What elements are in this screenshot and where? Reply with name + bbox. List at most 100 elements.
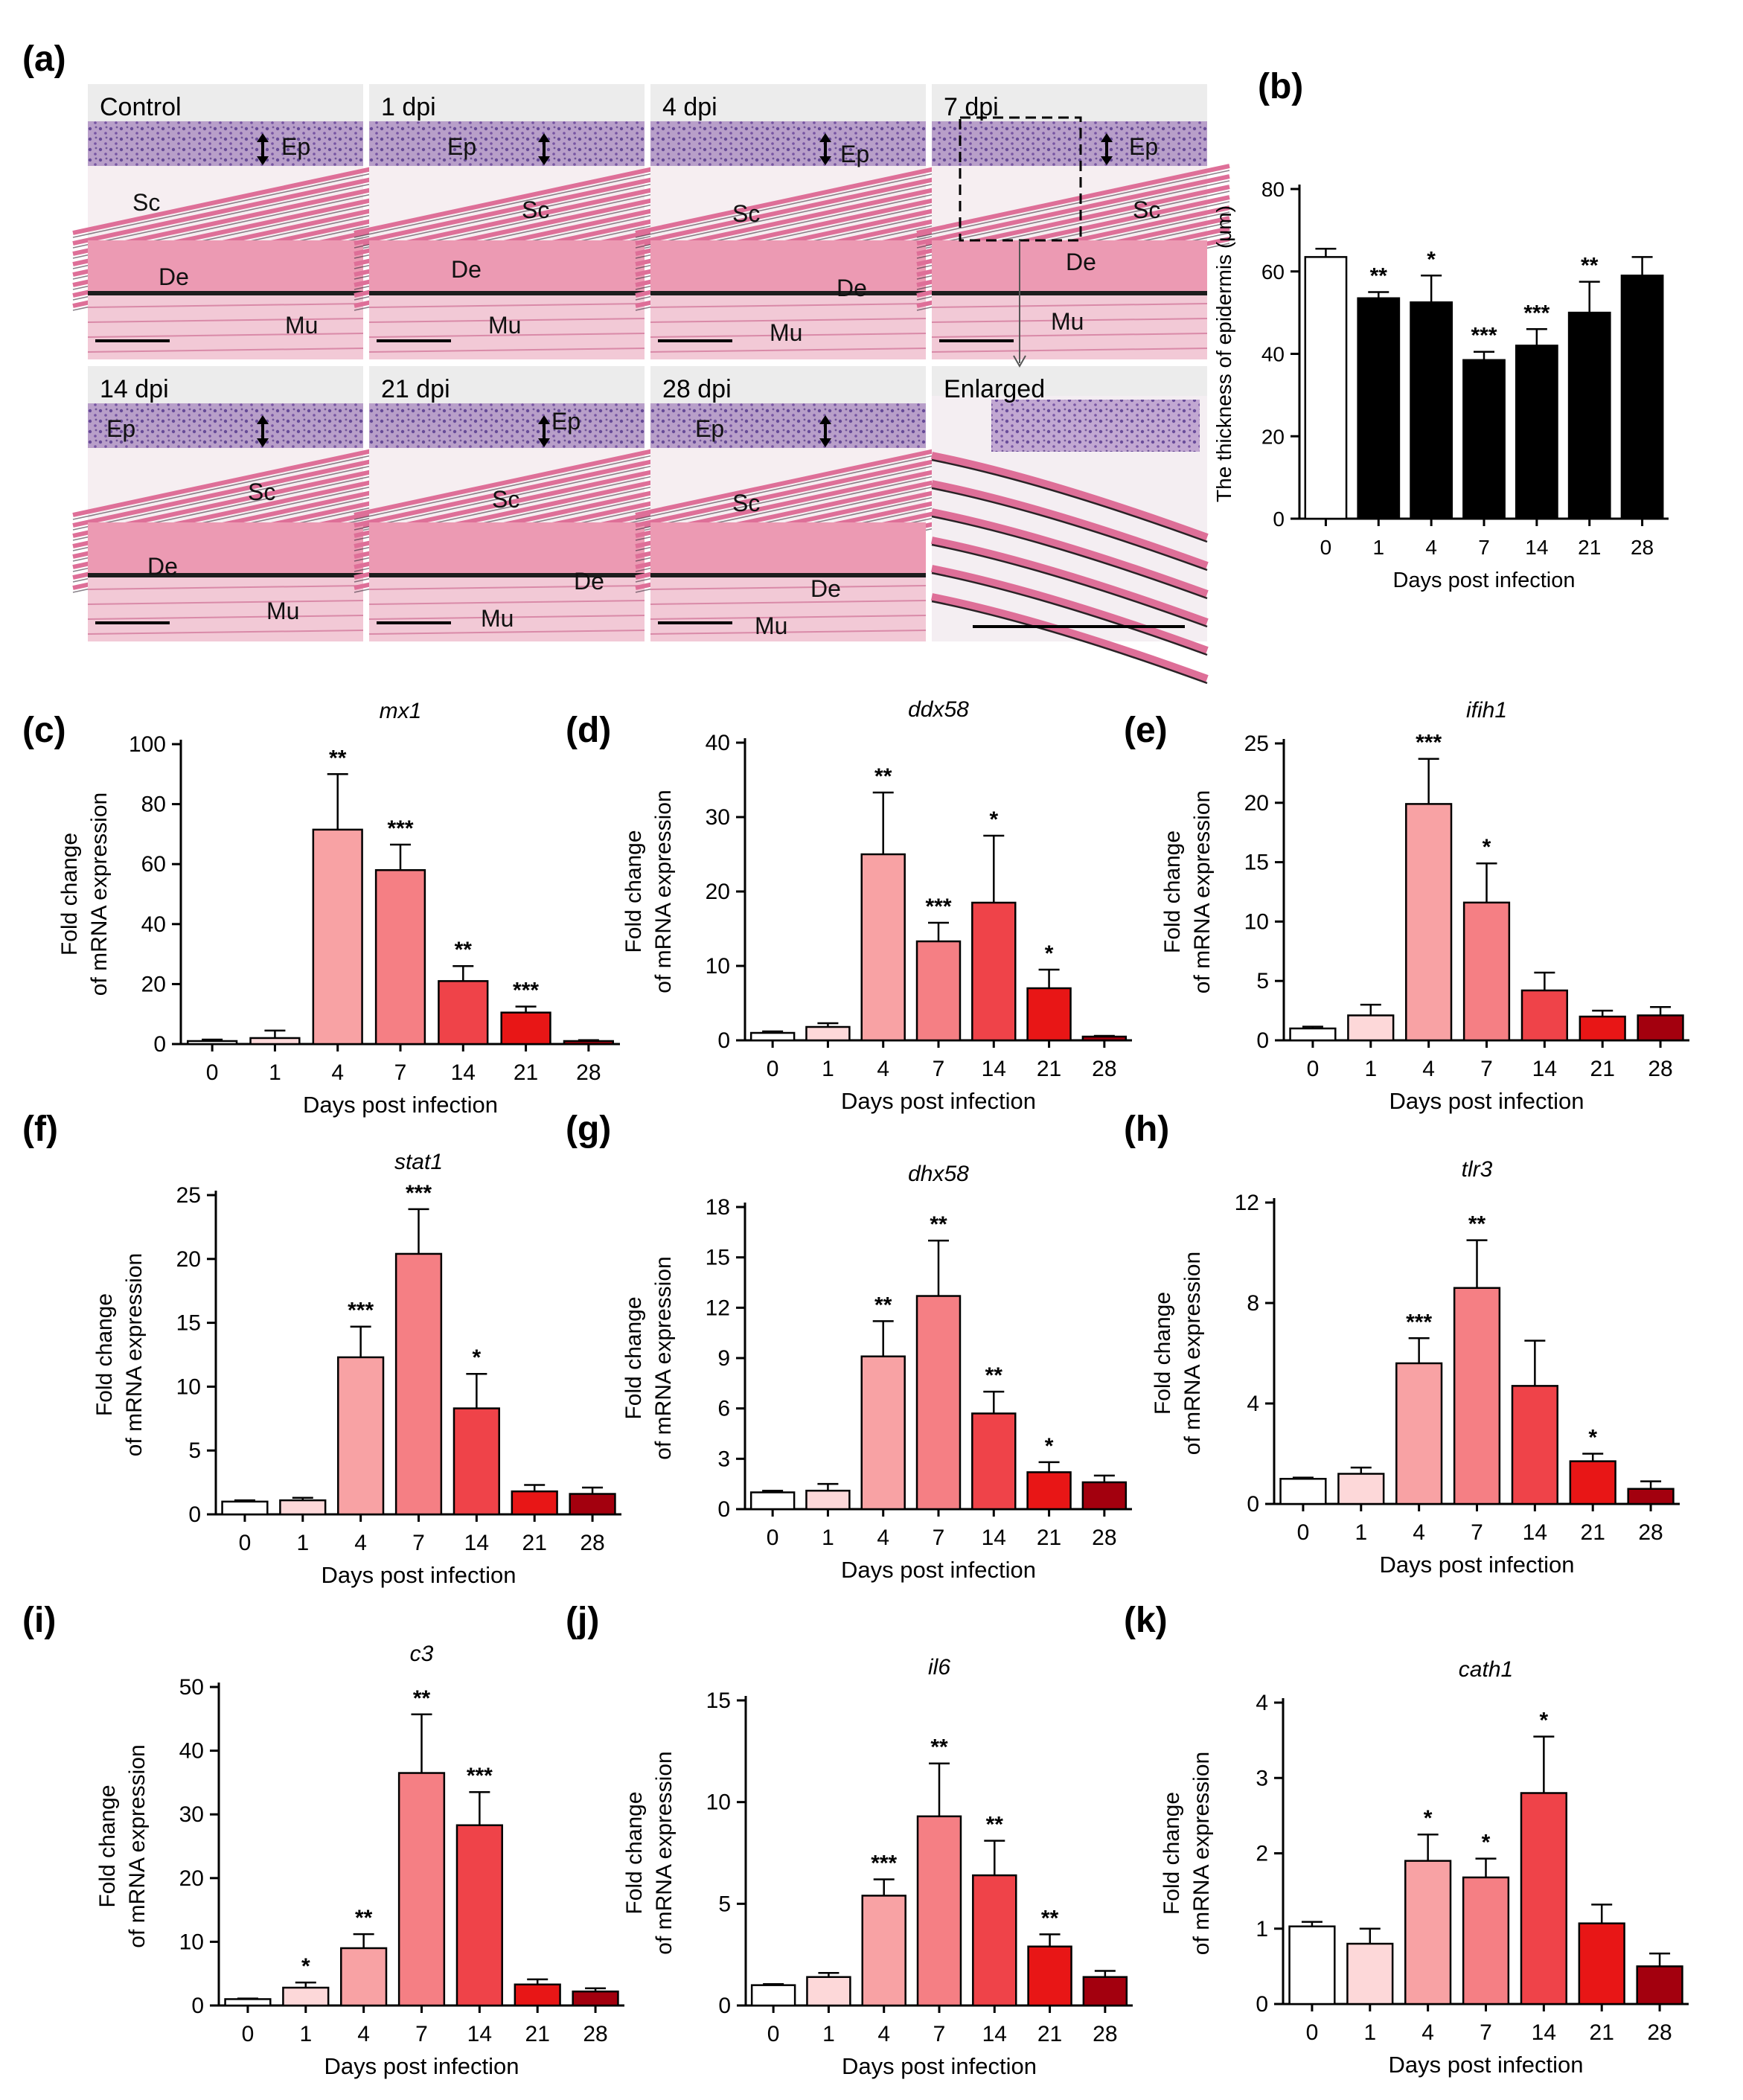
bar-4 bbox=[1405, 803, 1453, 1042]
bar-21 bbox=[1567, 311, 1611, 520]
scale-stripe bbox=[916, 164, 1230, 235]
enlarged-scale-edge bbox=[931, 487, 1208, 572]
x-tick-label: 4 bbox=[357, 2022, 370, 2046]
significance-marker: ** bbox=[1370, 263, 1388, 288]
y-tick-label: 20 bbox=[706, 880, 730, 904]
tissue-label-ep: Ep bbox=[1129, 133, 1158, 160]
tissue-label-ep: Ep bbox=[106, 415, 135, 442]
significance-marker: ** bbox=[874, 1293, 892, 1317]
y-axis-label: of mRNA expression bbox=[122, 1253, 147, 1456]
x-tick-label: 1 bbox=[822, 1526, 834, 1550]
y-tick-label: 0 bbox=[1256, 1028, 1269, 1053]
dermis-boundary bbox=[369, 573, 645, 577]
panel-label: (c) bbox=[22, 711, 66, 750]
epidermis-cells bbox=[88, 403, 363, 448]
x-tick-label: 21 bbox=[1590, 1057, 1615, 1081]
bar-0 bbox=[749, 1031, 796, 1042]
dermis-layer bbox=[369, 240, 645, 292]
y-tick-label: 0 bbox=[717, 1497, 730, 1522]
bar-21 bbox=[1026, 987, 1072, 1042]
thickness-arrow-head bbox=[538, 133, 550, 142]
micrograph-title: Control bbox=[100, 93, 182, 121]
x-tick-label: 0 bbox=[239, 1531, 252, 1555]
bar-0 bbox=[750, 1984, 796, 2007]
scale-edge bbox=[916, 180, 1230, 249]
panel-label: (j) bbox=[566, 1601, 599, 1640]
y-tick-label: 0 bbox=[718, 1994, 731, 2018]
bar-28 bbox=[572, 1990, 619, 2007]
tissue-label-sc: Sc bbox=[492, 486, 519, 513]
dermis-layer bbox=[88, 522, 363, 574]
tissue-label-ep: Ep bbox=[551, 408, 581, 435]
epidermis-cells bbox=[650, 403, 926, 448]
scale-edge bbox=[72, 170, 386, 238]
x-tick-label: 21 bbox=[1578, 536, 1601, 559]
bar-4 bbox=[312, 828, 363, 1046]
y-axis-label: Fold change bbox=[1151, 1292, 1175, 1415]
bar-0 bbox=[221, 1500, 269, 1516]
bar-14 bbox=[438, 980, 489, 1046]
tissue-label-de: De bbox=[451, 256, 482, 283]
y-tick-label: 15 bbox=[706, 1246, 730, 1270]
x-tick-label: 21 bbox=[1037, 2022, 1062, 2046]
bar-28 bbox=[563, 1040, 614, 1046]
scale-edge bbox=[72, 180, 386, 249]
bar-7 bbox=[397, 1772, 446, 2007]
y-tick-label: 3 bbox=[1256, 1766, 1268, 1790]
bar-28 bbox=[1081, 1035, 1128, 1042]
muscle-fiber bbox=[650, 630, 927, 635]
x-tick-label: 0 bbox=[767, 1057, 779, 1081]
bar-1 bbox=[279, 1499, 327, 1516]
x-tick-label: 0 bbox=[242, 2022, 255, 2046]
panel-label: (b) bbox=[1258, 67, 1303, 106]
tissue-label-mu: Mu bbox=[266, 598, 299, 624]
bar-1 bbox=[282, 1986, 330, 2007]
chart-c: (c) mx1 0 20 40 60 80 100 0 1 ** 4 *** 7 ** 14 *** 21 28 Da… bbox=[22, 699, 620, 1118]
y-axis-label: of mRNA expression bbox=[652, 1751, 677, 1954]
y-tick-label: 5 bbox=[188, 1438, 201, 1463]
y-tick-label: 3 bbox=[717, 1447, 730, 1471]
bar-7 bbox=[394, 1252, 443, 1516]
chart-d: (d) ddx58 0 10 20 30 40 0 1 ** 4 *** 7 * 14 * 21 28 Days p… bbox=[566, 697, 1132, 1114]
significance-marker: ** bbox=[1468, 1212, 1486, 1237]
thickness-arrow-head bbox=[1101, 133, 1113, 142]
tissue-label-ep: Ep bbox=[447, 133, 476, 160]
thickness-arrow-head bbox=[257, 133, 269, 142]
tissue-label-de: De bbox=[147, 553, 178, 580]
micrograph-tile: Ep Sc De Mu 21 dpi bbox=[354, 366, 668, 641]
y-axis-label: of mRNA expression bbox=[125, 1744, 150, 1947]
y-tick-label: 5 bbox=[718, 1892, 731, 1916]
x-tick-label: 21 bbox=[1037, 1057, 1061, 1081]
dermis-layer bbox=[932, 240, 1207, 292]
y-tick-label: 80 bbox=[1261, 178, 1285, 201]
bar-7 bbox=[915, 1295, 962, 1511]
y-tick-label: 20 bbox=[1244, 791, 1269, 816]
chart-title: stat1 bbox=[394, 1150, 443, 1174]
panel-label: (g) bbox=[566, 1110, 611, 1149]
epidermis-cells bbox=[369, 403, 645, 448]
significance-marker: ** bbox=[985, 1363, 1003, 1388]
y-tick-label: 30 bbox=[706, 805, 730, 830]
enlarge-connector-arrow bbox=[1013, 355, 1026, 368]
dermis-layer bbox=[650, 240, 926, 292]
x-tick-label: 14 bbox=[1525, 536, 1548, 559]
y-tick-label: 0 bbox=[1256, 1992, 1268, 2017]
muscle-fiber bbox=[368, 615, 645, 620]
y-tick-label: 0 bbox=[191, 1994, 204, 2018]
x-tick-label: 28 bbox=[1638, 1520, 1663, 1545]
muscle-fiber bbox=[87, 600, 364, 605]
bar-21 bbox=[1578, 1922, 1625, 2005]
muscle-fiber bbox=[650, 615, 927, 620]
bar-7 bbox=[1453, 1287, 1501, 1505]
chart-b: (b) 0 20 40 60 80 0 ** 1 * 4 *** 7 *** 14 ** 21 28 Days po… bbox=[1212, 67, 1669, 592]
x-tick-label: 0 bbox=[767, 2022, 780, 2046]
x-tick-label: 7 bbox=[412, 1531, 425, 1555]
y-tick-label: 1 bbox=[1256, 1917, 1268, 1941]
bar-7 bbox=[1462, 901, 1511, 1042]
y-tick-label: 2 bbox=[1256, 1842, 1268, 1866]
x-tick-label: 1 bbox=[299, 2022, 312, 2046]
bar-14 bbox=[452, 1407, 500, 1516]
micrograph-title: 21 dpi bbox=[381, 375, 450, 403]
